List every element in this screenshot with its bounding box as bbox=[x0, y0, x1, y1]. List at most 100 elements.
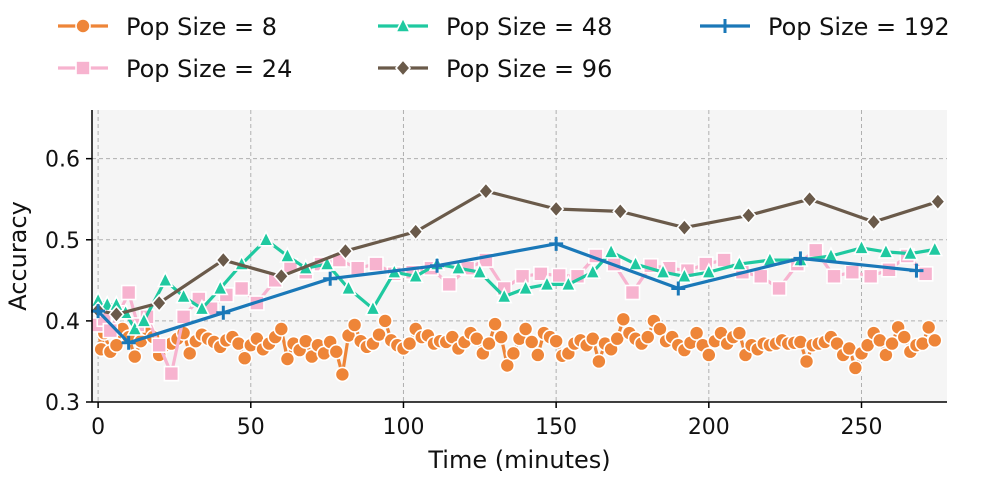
data-point bbox=[151, 337, 167, 354]
legend-label: Pop Size = 192 bbox=[768, 13, 950, 41]
data-point bbox=[826, 268, 842, 285]
data-point bbox=[471, 262, 489, 280]
data-point bbox=[328, 343, 345, 360]
data-point bbox=[273, 267, 290, 286]
series-layer bbox=[89, 181, 946, 383]
data-point bbox=[364, 298, 382, 316]
legend-marker bbox=[394, 16, 412, 33]
data-point bbox=[929, 192, 946, 211]
data-point bbox=[163, 365, 180, 382]
data-point bbox=[340, 278, 357, 296]
data-point bbox=[771, 280, 787, 297]
x-tick-label: 150 bbox=[535, 415, 577, 440]
data-point bbox=[334, 366, 351, 383]
data-point bbox=[120, 284, 137, 301]
data-point bbox=[700, 262, 718, 280]
data-point bbox=[279, 351, 296, 367]
legend-item-0: Pop Size = 8 bbox=[58, 13, 277, 41]
x-tick-label: 100 bbox=[382, 415, 424, 440]
series-line bbox=[97, 238, 936, 331]
data-point bbox=[533, 266, 549, 282]
data-point bbox=[346, 317, 363, 333]
data-point bbox=[523, 334, 540, 350]
data-point bbox=[349, 260, 366, 276]
data-point bbox=[216, 305, 231, 320]
data-point bbox=[135, 311, 153, 328]
data-point bbox=[549, 236, 564, 251]
x-tick-label: 250 bbox=[841, 415, 883, 440]
data-point bbox=[654, 262, 672, 280]
data-point bbox=[181, 345, 198, 362]
data-point bbox=[193, 298, 211, 316]
legend-marker bbox=[75, 60, 91, 76]
series-line bbox=[97, 248, 927, 376]
data-point bbox=[257, 229, 275, 247]
data-point bbox=[926, 239, 944, 257]
data-point bbox=[548, 199, 565, 219]
data-point bbox=[126, 319, 144, 336]
series-2 bbox=[89, 229, 944, 336]
data-point bbox=[602, 242, 620, 259]
y-tick-label: 0.4 bbox=[45, 310, 80, 335]
data-point bbox=[499, 357, 516, 374]
data-point bbox=[884, 335, 900, 352]
data-point bbox=[807, 242, 824, 259]
data-point bbox=[896, 329, 913, 345]
legend-item-4: Pop Size = 192 bbox=[700, 13, 950, 41]
data-point bbox=[701, 347, 717, 363]
data-point bbox=[407, 266, 424, 284]
data-point bbox=[215, 250, 232, 270]
data-point bbox=[108, 337, 125, 354]
data-point bbox=[793, 251, 808, 266]
data-point bbox=[517, 321, 534, 337]
data-point bbox=[121, 335, 136, 350]
series-3 bbox=[90, 181, 946, 324]
data-point bbox=[487, 316, 503, 332]
data-point bbox=[126, 348, 143, 365]
data-point bbox=[877, 242, 895, 259]
data-point bbox=[615, 311, 632, 328]
x-axis-title: Time (minutes) bbox=[427, 446, 610, 474]
data-point bbox=[847, 360, 864, 376]
data-point bbox=[236, 350, 253, 367]
data-point bbox=[279, 246, 296, 263]
legend-label: Pop Size = 48 bbox=[446, 13, 612, 41]
data-point bbox=[156, 270, 174, 288]
data-point bbox=[584, 262, 602, 280]
data-point bbox=[481, 335, 497, 352]
data-point bbox=[801, 190, 818, 209]
legend-item-1: Pop Size = 24 bbox=[58, 55, 292, 83]
data-point bbox=[517, 278, 534, 296]
data-point bbox=[917, 266, 934, 282]
data-point bbox=[273, 321, 290, 337]
data-point bbox=[731, 254, 748, 271]
x-tick-label: 200 bbox=[688, 415, 730, 440]
data-point bbox=[844, 264, 861, 281]
data-point bbox=[368, 256, 384, 272]
data-point bbox=[865, 212, 882, 232]
y-axis-title: Accuracy bbox=[4, 201, 32, 311]
data-point bbox=[731, 325, 748, 341]
data-point bbox=[441, 276, 458, 293]
series-0 bbox=[90, 311, 943, 383]
axes: 0 50 100 150 200 250 0.3 0.4 0.5 0.6 bbox=[45, 110, 947, 440]
data-point bbox=[318, 254, 336, 271]
legend-label: Pop Size = 8 bbox=[126, 13, 277, 41]
data-point bbox=[495, 286, 513, 304]
data-point bbox=[902, 243, 919, 261]
data-point bbox=[639, 329, 656, 345]
data-point bbox=[688, 325, 705, 341]
data-point bbox=[377, 313, 393, 329]
data-point bbox=[401, 335, 418, 352]
data-point bbox=[108, 305, 125, 324]
data-point bbox=[337, 241, 354, 261]
data-point bbox=[211, 278, 229, 296]
data-point bbox=[514, 268, 531, 285]
data-point bbox=[591, 353, 607, 370]
y-tick-label: 0.5 bbox=[45, 229, 80, 254]
data-point bbox=[493, 329, 509, 345]
x-tick-label: 50 bbox=[237, 415, 265, 440]
data-point bbox=[551, 267, 567, 284]
data-point bbox=[909, 263, 924, 278]
data-point bbox=[676, 218, 693, 237]
